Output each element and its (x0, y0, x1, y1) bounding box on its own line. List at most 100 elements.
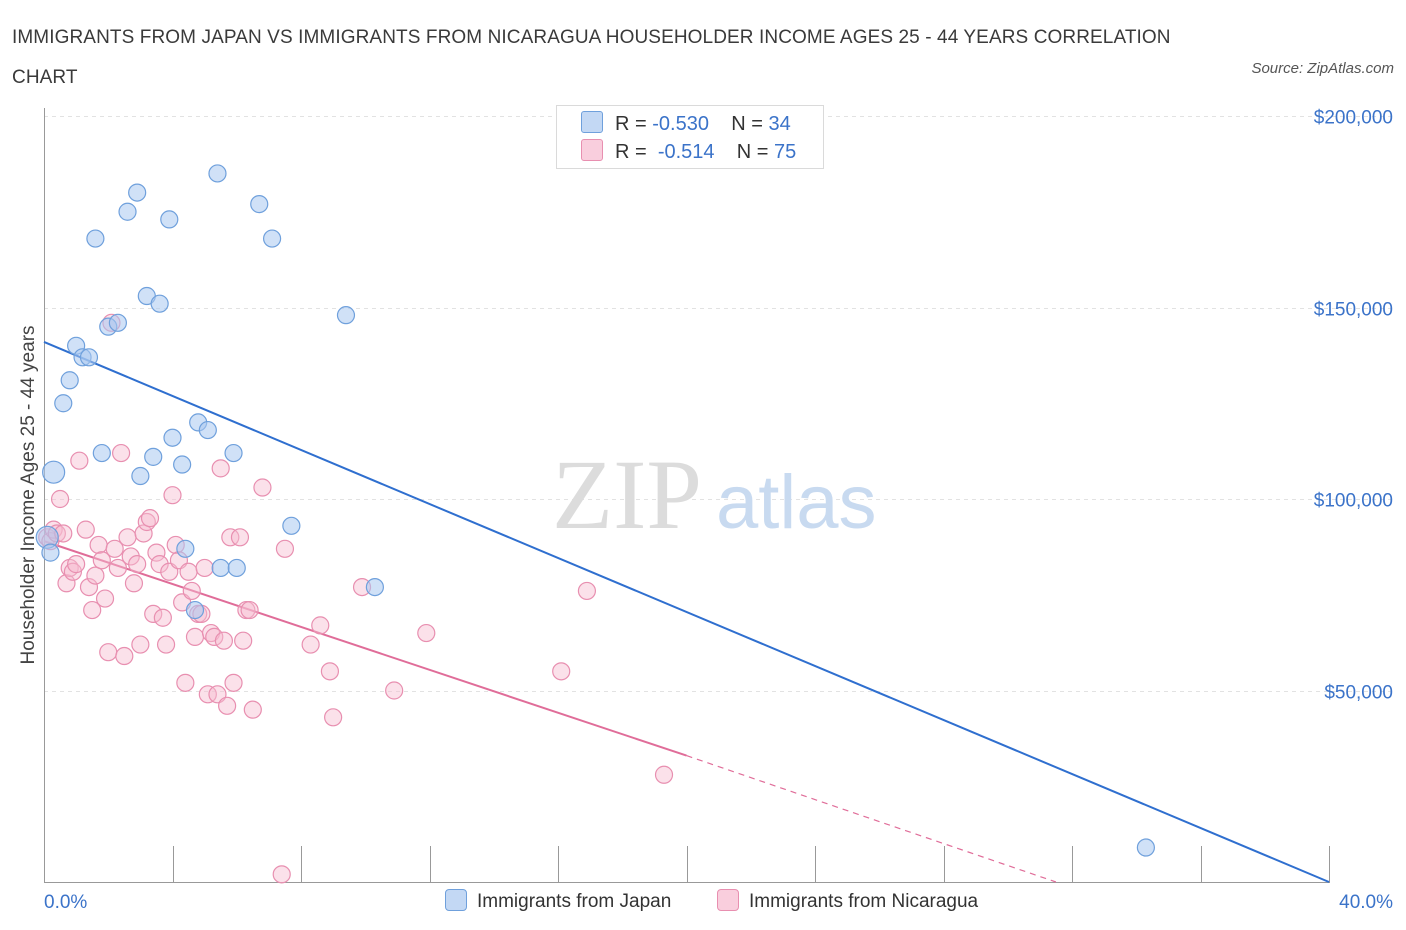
y-tick-labels: $50,000 $100,000 $150,000 $200,000 (1314, 108, 1393, 704)
nicaragua-point (224, 673, 243, 692)
japan-point (160, 210, 179, 229)
y-tick-label: $100,000 (1314, 491, 1393, 512)
nicaragua-point (272, 865, 291, 884)
nicaragua-point (211, 459, 230, 478)
nicaragua-point (243, 700, 262, 719)
nicaragua-point (552, 662, 571, 681)
nicaragua-point (311, 616, 330, 635)
nicaragua-point (577, 581, 597, 601)
x-ticks (44, 846, 1330, 882)
nicaragua-point (182, 581, 201, 601)
japan-swatch (581, 111, 603, 133)
nicaragua-point (108, 558, 127, 578)
nicaragua-point (95, 589, 115, 608)
nicaragua-point (134, 524, 153, 543)
japan-point (54, 394, 73, 413)
nicaragua-point (320, 662, 340, 681)
japan-point (224, 443, 243, 463)
watermark: ZIP atlas (552, 439, 877, 550)
nicaragua-swatch (581, 139, 603, 161)
nicaragua-point (128, 555, 147, 574)
nicaragua-point (179, 562, 198, 581)
nicaragua-point (89, 535, 108, 555)
nicaragua-point (253, 478, 272, 497)
nicaragua-point (99, 643, 118, 662)
bottom-legend-nicaragua: Immigrants from Nicaragua (717, 889, 978, 915)
japan-n-label: N = (731, 113, 763, 135)
x-tick-label-min: 0.0% (44, 892, 87, 913)
nicaragua-r-label: R = (615, 141, 647, 163)
japan-points (35, 164, 1155, 857)
stats-legend: R = -0.530 N = 34 R = -0.514 N = 75 (556, 105, 824, 169)
nicaragua-point (76, 520, 95, 539)
japan-point (108, 313, 127, 332)
nicaragua-point (147, 543, 166, 562)
nicaragua-points (38, 313, 674, 884)
japan-point (185, 600, 205, 620)
nicaragua-n-label: N = (736, 141, 769, 163)
nicaragua-point (150, 555, 169, 574)
nicaragua-point (57, 574, 76, 593)
japan-point (144, 447, 163, 466)
japan-point (131, 466, 150, 486)
japan-point (86, 229, 105, 248)
watermark-zip: ZIP (552, 439, 702, 550)
nicaragua-point (115, 646, 134, 666)
y-axis-label: Householder Income Ages 25 - 44 years (18, 325, 39, 664)
nicaragua-point (240, 600, 259, 620)
nicaragua-point (234, 631, 253, 650)
bottom-japan-label: Immigrants from Japan (477, 891, 672, 912)
nicaragua-point (156, 635, 176, 654)
source-note: Source: ZipAtlas.com (1251, 60, 1394, 77)
nicaragua-point (83, 600, 102, 620)
japan-point (92, 443, 111, 463)
japan-r-value: -0.530 (652, 113, 709, 135)
nicaragua-trend-extension (686, 755, 1057, 883)
nicaragua-point (131, 635, 150, 654)
japan-point (118, 202, 137, 221)
y-tick-label: $200,000 (1314, 108, 1393, 129)
japan-r-label: R = (615, 113, 647, 135)
nicaragua-point (324, 708, 343, 727)
japan-point (208, 164, 227, 183)
japan-point (282, 516, 301, 535)
japan-point (42, 460, 66, 484)
nicaragua-point (140, 509, 160, 528)
japan-trend-line (43, 341, 1330, 883)
japan-point (173, 455, 192, 474)
japan-point (211, 558, 230, 578)
japan-point (79, 348, 99, 367)
nicaragua-trend-line (43, 540, 687, 757)
nicaragua-point (92, 551, 111, 570)
nicaragua-point (111, 443, 131, 463)
nicaragua-point (50, 489, 70, 509)
legend-row-japan: R = -0.530 N = 34 (581, 110, 791, 138)
y-tick-label: $50,000 (1324, 683, 1393, 704)
nicaragua-point (205, 627, 224, 646)
nicaragua-point (124, 574, 144, 593)
japan-point (41, 543, 60, 562)
nicaragua-point (86, 566, 105, 585)
x-tick-label-max: 40.0% (1339, 892, 1393, 913)
japan-point (227, 558, 246, 578)
chart-title: IMMIGRANTS FROM JAPAN VS IMMIGRANTS FROM… (12, 27, 1171, 88)
nicaragua-point (185, 627, 205, 646)
axes (44, 108, 1330, 883)
nicaragua-point (301, 635, 320, 654)
nicaragua-n-value: 75 (774, 141, 797, 163)
nicaragua-point (385, 681, 404, 700)
japan-point (336, 306, 356, 325)
nicaragua-point (144, 604, 163, 624)
nicaragua-point (198, 685, 217, 704)
japan-point (163, 428, 182, 447)
bottom-japan-swatch (445, 889, 467, 911)
nicaragua-point (218, 696, 237, 715)
nicaragua-point (163, 486, 182, 505)
japan-point (150, 294, 169, 313)
nicaragua-point (118, 528, 137, 547)
japan-n-value: 34 (768, 113, 791, 135)
japan-point (128, 183, 147, 202)
japan-point (262, 229, 282, 248)
watermark-atlas: atlas (716, 460, 877, 545)
